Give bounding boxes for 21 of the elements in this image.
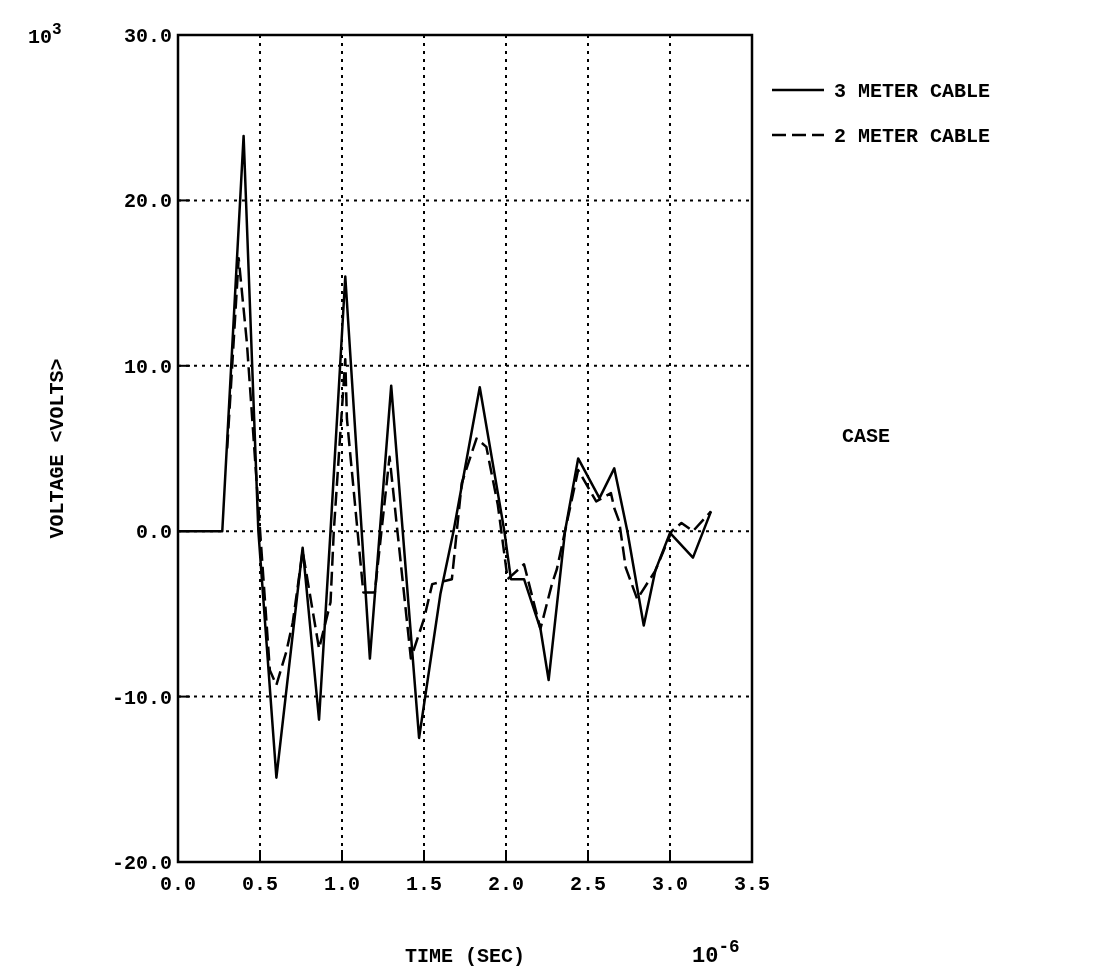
x-tick-label: 0.5 xyxy=(241,873,279,896)
y-tick-label: -20.0 xyxy=(111,852,172,875)
x-tick-label: 0.0 xyxy=(159,873,197,896)
y-tick-label: 10.0 xyxy=(123,355,172,379)
x-tick-label: 1.5 xyxy=(405,873,443,896)
legend-label: 2 METER CABLE xyxy=(834,125,991,148)
text: 10$^{3}$ xyxy=(28,21,62,49)
x-tick-label: 2.0 xyxy=(487,873,525,896)
text: 10$^{-6}$ xyxy=(692,937,740,969)
y-tick-label: -10.0 xyxy=(111,686,172,710)
x-tick-label: 1.0 xyxy=(323,873,361,896)
y-tick-label: 30.0 xyxy=(123,25,172,48)
y-tick-label: 20.0 xyxy=(123,190,172,214)
legend-label: 3 METER CABLE xyxy=(834,80,991,103)
y-axis-title: VOLTAGE <VOLTS> xyxy=(46,358,69,539)
text: CASE xyxy=(842,424,891,448)
x-tick-label: 3.5 xyxy=(733,873,771,896)
y-tick-label: 0.0 xyxy=(135,521,172,545)
x-tick-label: 2.5 xyxy=(569,873,607,896)
x-axis-title: TIME (SEC) xyxy=(404,945,526,968)
x-tick-label: 3.0 xyxy=(651,873,689,896)
